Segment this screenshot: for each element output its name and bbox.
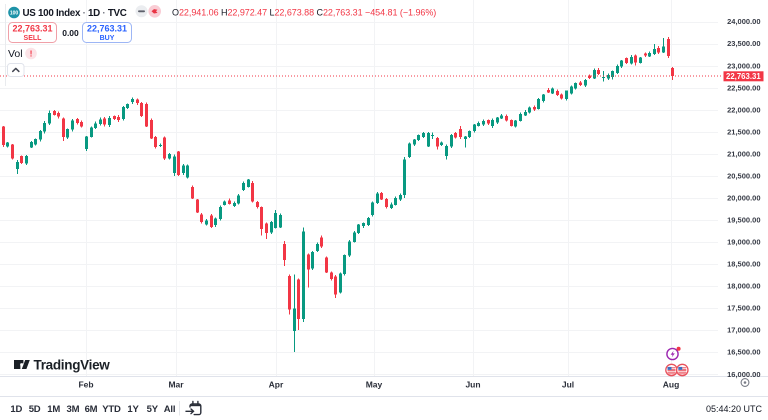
svg-text:22,000.00: 22,000.00	[727, 105, 760, 114]
svg-text:18,500.00: 18,500.00	[727, 260, 760, 269]
svg-text:23,500.00: 23,500.00	[727, 39, 760, 48]
svg-text:20,500.00: 20,500.00	[727, 172, 760, 181]
svg-text:22,763.31: 22,763.31	[726, 72, 761, 81]
svg-text:19,500.00: 19,500.00	[727, 216, 760, 225]
svg-text:23,000.00: 23,000.00	[727, 61, 760, 70]
svg-text:BUY: BUY	[100, 35, 115, 42]
svg-text:16,000.00: 16,000.00	[727, 370, 760, 379]
svg-text:May: May	[366, 380, 383, 390]
svg-text:!: !	[30, 49, 33, 59]
svg-text:1M: 1M	[47, 404, 60, 415]
svg-text:16,500.00: 16,500.00	[727, 348, 760, 357]
svg-text:Jun: Jun	[465, 380, 480, 390]
svg-text:SELL: SELL	[24, 35, 43, 42]
svg-text:18,000.00: 18,000.00	[727, 282, 760, 291]
svg-text:Jul: Jul	[562, 380, 574, 390]
svg-text:O22,941.06 H22,972.47 L22,673.: O22,941.06 H22,972.47 L22,673.88 C22,763…	[172, 7, 436, 17]
svg-text:24,000.00: 24,000.00	[727, 17, 760, 26]
svg-text:All: All	[164, 404, 176, 415]
svg-text:5D: 5D	[29, 404, 41, 415]
svg-text:17,500.00: 17,500.00	[727, 304, 760, 313]
svg-text:05:44:20 UTC: 05:44:20 UTC	[706, 404, 763, 414]
svg-text:22,763.31: 22,763.31	[87, 24, 127, 34]
svg-text:0.00: 0.00	[62, 28, 79, 38]
svg-text:21,000.00: 21,000.00	[727, 149, 760, 158]
svg-text:YTD: YTD	[102, 404, 121, 415]
svg-text:1Y: 1Y	[127, 404, 139, 415]
svg-text:US 100 Index · 1D · TVC: US 100 Index · 1D · TVC	[23, 8, 127, 19]
svg-text:20,000.00: 20,000.00	[727, 194, 760, 203]
svg-text:TradingView: TradingView	[34, 358, 111, 373]
svg-text:5Y: 5Y	[147, 404, 159, 415]
svg-text:Apr: Apr	[269, 380, 284, 390]
svg-text:19,000.00: 19,000.00	[727, 238, 760, 247]
svg-text:3M: 3M	[66, 404, 79, 415]
svg-text:1D: 1D	[10, 404, 22, 415]
svg-text:22,500.00: 22,500.00	[727, 83, 760, 92]
svg-text:Mar: Mar	[168, 380, 184, 390]
svg-text:Aug: Aug	[663, 380, 680, 390]
svg-text:17,000.00: 17,000.00	[727, 326, 760, 335]
svg-text:6M: 6M	[85, 404, 98, 415]
svg-text:100: 100	[10, 10, 19, 16]
svg-text:22,763.31: 22,763.31	[12, 24, 52, 34]
svg-text:Vol: Vol	[8, 48, 23, 60]
svg-text:21,500.00: 21,500.00	[727, 127, 760, 136]
svg-text:Feb: Feb	[78, 380, 93, 390]
